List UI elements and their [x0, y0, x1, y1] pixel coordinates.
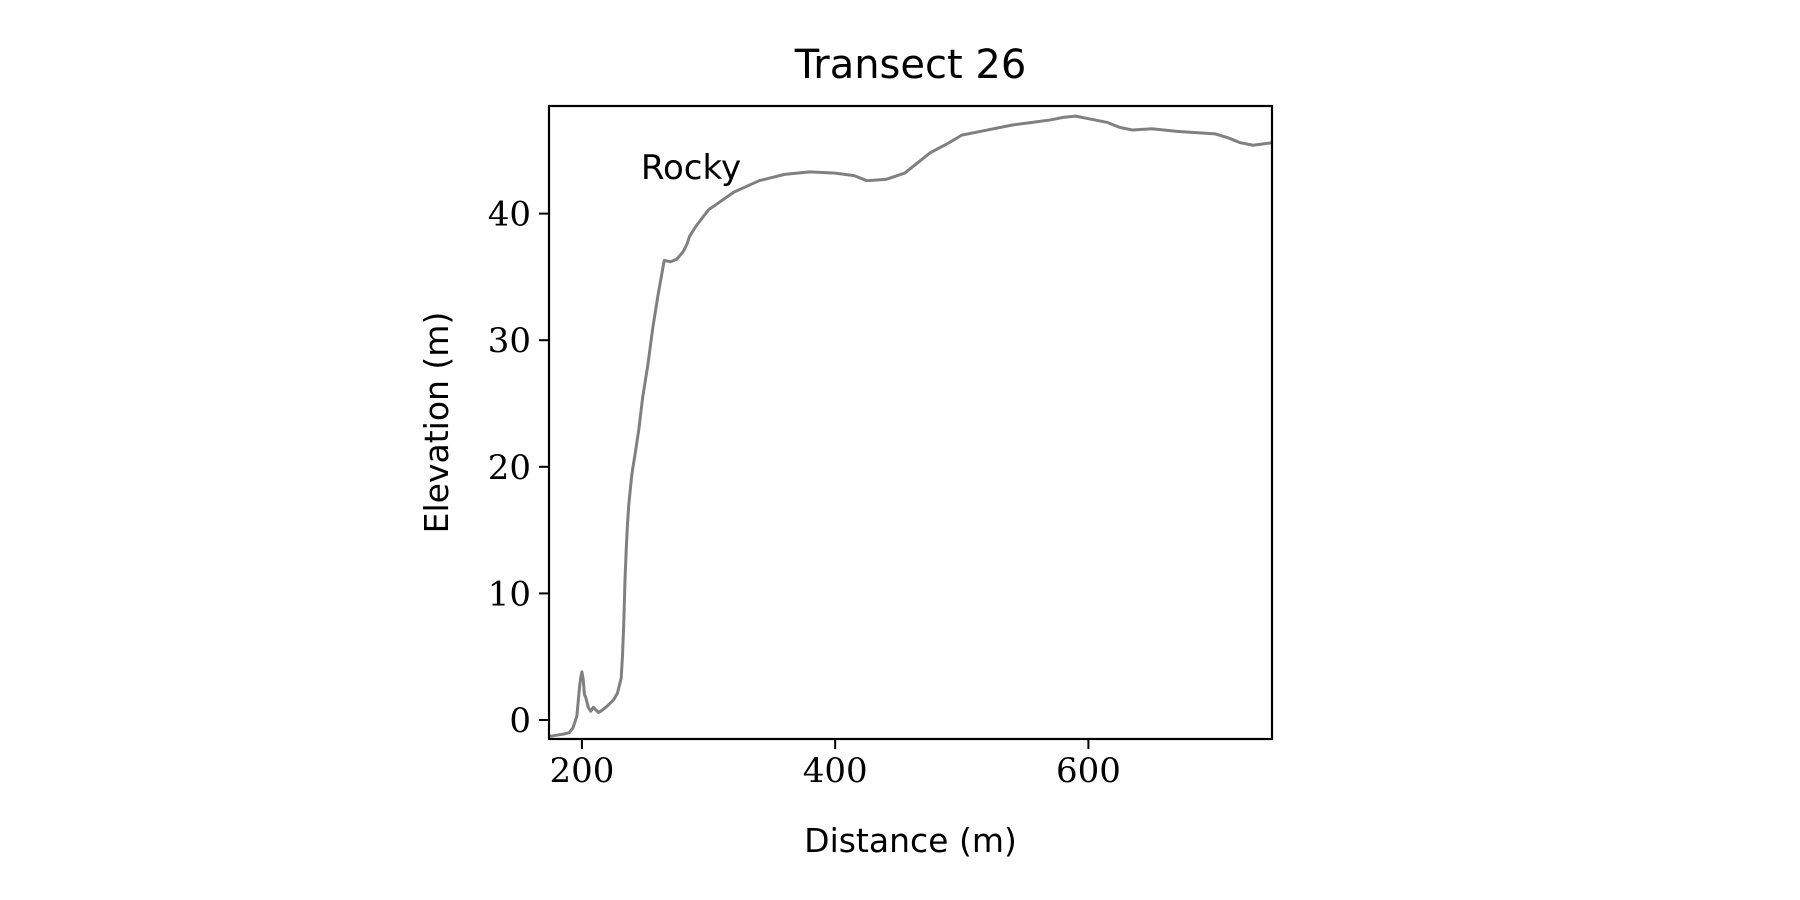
ticks-layer: 200 400 600 0 10 20 30 40: [488, 195, 1121, 791]
rocky-annotation: Rocky: [641, 148, 741, 188]
y-tick-label: 40: [488, 195, 531, 235]
y-tick-label: 30: [488, 321, 531, 361]
y-tick-label: 0: [509, 701, 531, 741]
x-tick-label: 400: [803, 751, 868, 791]
y-axis-label: Elevation (m): [417, 312, 456, 534]
x-tick-label: 200: [549, 751, 614, 791]
plot-layer: [549, 114, 1272, 738]
x-axis-label: Distance (m): [804, 821, 1017, 860]
y-tick-label: 10: [488, 574, 531, 614]
elevation-profile-line-0: [549, 114, 1272, 738]
x-tick-label: 600: [1056, 751, 1121, 791]
y-tick-label: 20: [488, 448, 531, 488]
plot-frame: [547, 104, 1274, 741]
chart-title: Transect 26: [794, 42, 1027, 88]
